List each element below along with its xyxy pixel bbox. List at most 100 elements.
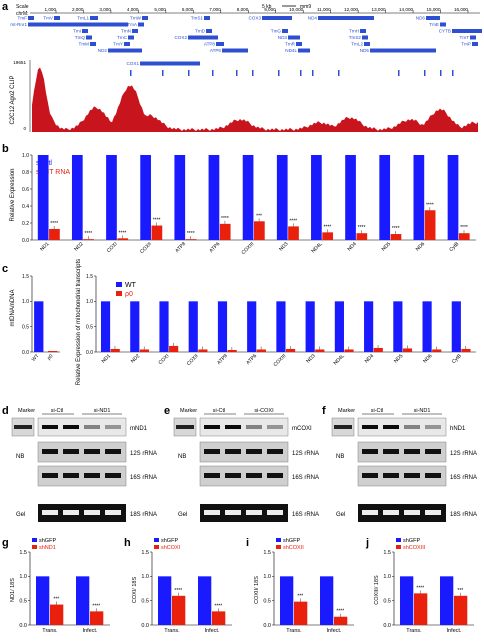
x-tick-label: Trans. (42, 628, 58, 634)
bar-shgfp (76, 576, 90, 625)
gel-image (200, 504, 288, 522)
y-tick-label: 1.0 (19, 574, 27, 580)
y-tick-label: 1.5 (22, 274, 29, 280)
significance-label: **** (323, 224, 331, 230)
gene-tmw (142, 16, 148, 20)
x-tick-label: COXII (139, 241, 153, 255)
ruler-tick-label: 4,000 (127, 7, 139, 12)
gene-label: TmI (73, 29, 81, 34)
x-tick-label: ND1 (39, 241, 50, 252)
bar-0 (110, 348, 120, 352)
significance-label: **** (416, 585, 424, 591)
gene-cox2 (188, 35, 218, 40)
significance-label: **** (426, 202, 434, 208)
ruler-tick-label: 1,000 (45, 7, 57, 12)
legend-wt: WT (125, 282, 137, 289)
gene-label: TmD (195, 29, 206, 34)
gel-band (42, 510, 58, 515)
gel-band (105, 510, 121, 515)
y-tick-label: 0.0 (383, 623, 391, 629)
y-tick-label: 0.4 (22, 204, 29, 210)
y-tick-label: 0.5 (86, 324, 93, 330)
gene-nd4 (318, 16, 374, 20)
gene-tmm (90, 42, 96, 46)
group-label-kd: si-COXI (254, 408, 274, 414)
nb-band (84, 449, 100, 454)
y-tick-label: 0.8 (22, 170, 29, 176)
nb-band (383, 449, 399, 454)
gene-tmg (282, 29, 288, 33)
nb-band (383, 473, 399, 478)
gel-band (225, 510, 241, 515)
chart-g (28, 551, 110, 626)
gene-tms2 (362, 35, 368, 40)
nb-band (225, 473, 241, 478)
scale-value: 5 kb (262, 4, 272, 10)
mt-rna-marker (236, 70, 238, 76)
bar-0 (461, 348, 471, 352)
gel-band (204, 510, 220, 515)
significance-label: **** (119, 230, 127, 236)
gene-tmt (470, 35, 476, 40)
bar-0 (402, 348, 413, 352)
gene-tma (138, 22, 144, 27)
gene-label: TmP (461, 42, 471, 47)
significance-label: **** (84, 231, 92, 237)
gene-nd2 (108, 48, 142, 53)
blot-panel-f (331, 413, 447, 522)
legend-swatch-kd (154, 545, 159, 549)
bar-sictl (447, 155, 459, 240)
mt-rna-marker (300, 70, 302, 76)
significance-label: **** (460, 225, 468, 231)
legend-swatch-ctl (396, 538, 401, 542)
bar-wt (334, 301, 344, 352)
group-label-ctl: si-Ctl (371, 408, 384, 414)
ylabel-c-right: Relative Expression of mitochondrial tra… (76, 259, 82, 385)
significance-label: **** (289, 218, 297, 224)
marker-label: Marker (338, 408, 355, 414)
bar-wt (422, 301, 432, 352)
gene-tmq (86, 35, 92, 40)
bar-shnd1 (50, 604, 64, 625)
x-tick-label: CytB (451, 353, 463, 365)
y-tick-label: 0.5 (383, 598, 391, 604)
significance-label: *** (297, 594, 303, 600)
target-blot (199, 417, 289, 437)
mt-rna-marker (278, 70, 280, 76)
x-tick-label: ATP6 (208, 241, 221, 254)
gene-mtrnr1 (28, 22, 64, 27)
target-band (84, 425, 100, 429)
significance-label: **** (358, 225, 366, 231)
bar-0 (373, 347, 383, 352)
gene-label: ND5 (360, 48, 370, 53)
bar-shcoxi (212, 611, 226, 625)
gene-label: TmT (460, 35, 470, 40)
x-tick-label: COXI (158, 353, 171, 366)
ruler-tick-label: 16,000 (454, 7, 468, 12)
gene-label: ND2 (98, 48, 108, 53)
significance-label: **** (392, 226, 400, 232)
bar-simtrna (117, 238, 129, 240)
mt-rna-marker (452, 70, 454, 76)
gel-label: Gel (16, 512, 25, 518)
bar-sictl (106, 155, 117, 240)
ylabel-c-left: mtDNA/nDNA (10, 289, 16, 326)
legend-ctl: shGFP (283, 538, 300, 544)
ruler-tick-label: 6,000 (182, 7, 194, 12)
gene-nd6 (426, 16, 440, 20)
bar-wt (217, 301, 228, 352)
gene-atp8 (216, 42, 224, 46)
nb-row-label: 16S rRNA (130, 475, 157, 481)
gene-label: TmW (130, 16, 142, 21)
bar-0 (315, 349, 325, 352)
bar-shgfp (280, 576, 294, 625)
legend-kd: shCOXII (283, 545, 304, 551)
gene-tml1 (90, 16, 98, 20)
gel-image (38, 504, 126, 522)
x-tick-label: ATP8 (216, 353, 229, 366)
ylabel-j: COXIII/ 18S (374, 575, 380, 605)
bar-0 (139, 349, 150, 352)
bar-shgfp (320, 576, 334, 625)
chart-j (392, 551, 474, 626)
